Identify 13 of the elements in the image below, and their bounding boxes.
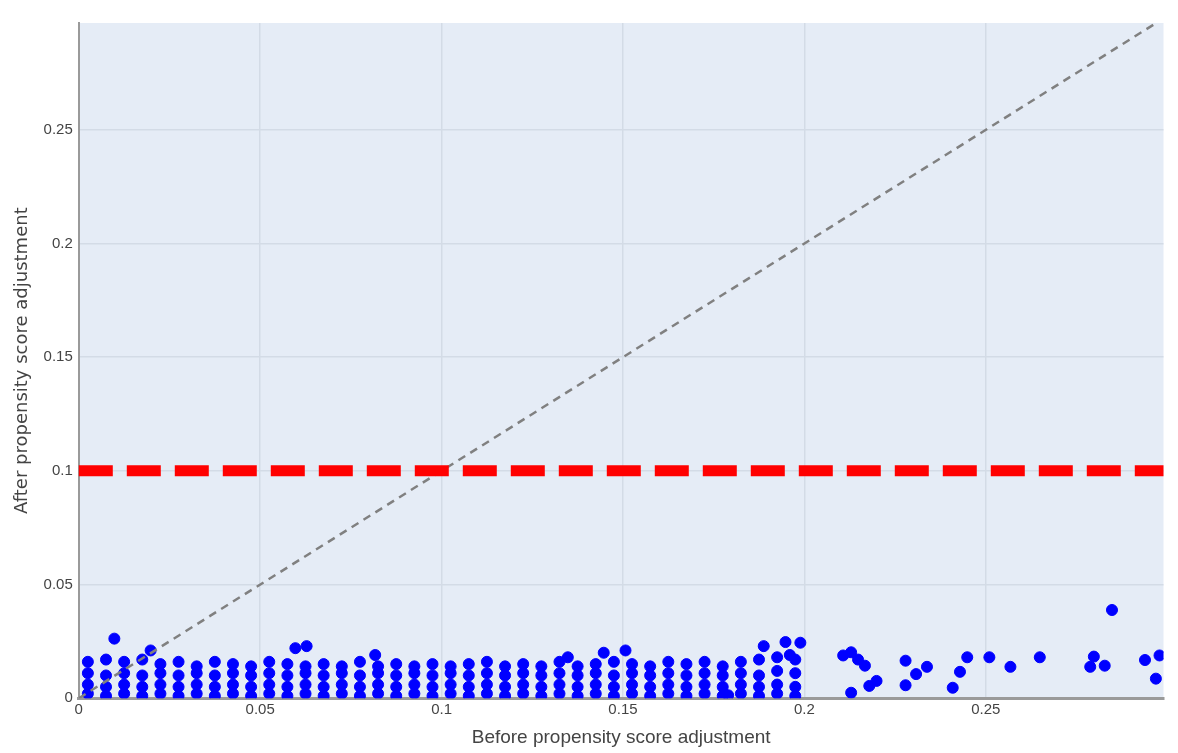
x-tick-label: 0.05	[245, 700, 275, 718]
y-tick-label: 0	[64, 688, 73, 706]
x-tick-label: 0.2	[793, 700, 815, 718]
y-tick-label: 0.1	[51, 461, 73, 478]
y-tick-label: 0.15	[43, 347, 73, 365]
y-axis-title: After propensity score adjustment	[10, 207, 32, 514]
y-tick-label: 0.25	[43, 119, 73, 137]
y-tick-label: 0.2	[51, 233, 73, 251]
x-tick-label: 0.25	[971, 700, 1001, 718]
x-tick-label: 0.15	[608, 700, 638, 718]
x-tick-label: 0.1	[431, 700, 452, 718]
y-tick-label: 0.05	[43, 574, 73, 592]
x-axis-title: Before propensity score adjustment	[471, 725, 772, 747]
